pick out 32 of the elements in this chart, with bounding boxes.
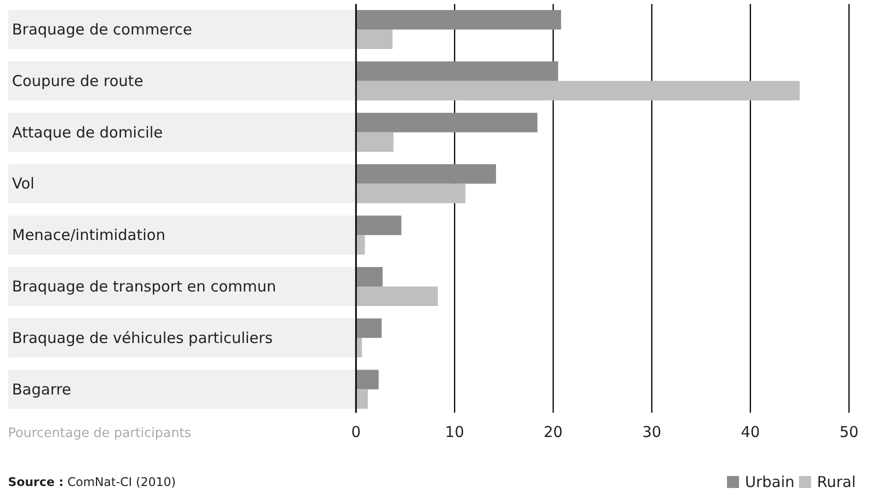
bar [356, 235, 365, 255]
bar [356, 370, 379, 390]
x-tick-label: 10 [445, 423, 464, 441]
bar [356, 286, 438, 306]
bar [356, 267, 383, 286]
legend-label: Rural [817, 473, 856, 491]
y-tick-label: Coupure de route [12, 72, 144, 90]
source-note: Source : ComNat-CI (2010) [8, 475, 176, 489]
x-tick-label: 50 [839, 423, 859, 441]
x-tick-label: 20 [544, 423, 563, 441]
x-tick-label: 40 [740, 423, 760, 441]
bar [356, 216, 402, 236]
bar [356, 389, 368, 409]
legend-label: Urbain [745, 473, 795, 491]
x-tick-label: 0 [351, 423, 361, 441]
x-tick-label: 30 [642, 423, 662, 441]
bar [356, 10, 562, 30]
bar [356, 30, 392, 49]
y-tick-label: Bagarre [12, 380, 72, 398]
y-tick-label: Braquage de véhicules particuliers [12, 328, 273, 347]
y-tick-label: Braquage de transport en commun [12, 278, 276, 296]
bar [356, 61, 558, 81]
y-tick-label: Attaque de domicile [12, 123, 163, 142]
bar [356, 164, 496, 184]
y-tick-label: Vol [12, 174, 34, 193]
bar [356, 318, 382, 338]
bar [356, 132, 394, 152]
y-tick-label: Braquage de commerce [12, 20, 192, 38]
bar [356, 112, 538, 132]
bar [356, 184, 466, 204]
y-tick-label: Menace/intimidation [12, 226, 166, 244]
x-axis-title: Pourcentage de participants [8, 426, 192, 441]
